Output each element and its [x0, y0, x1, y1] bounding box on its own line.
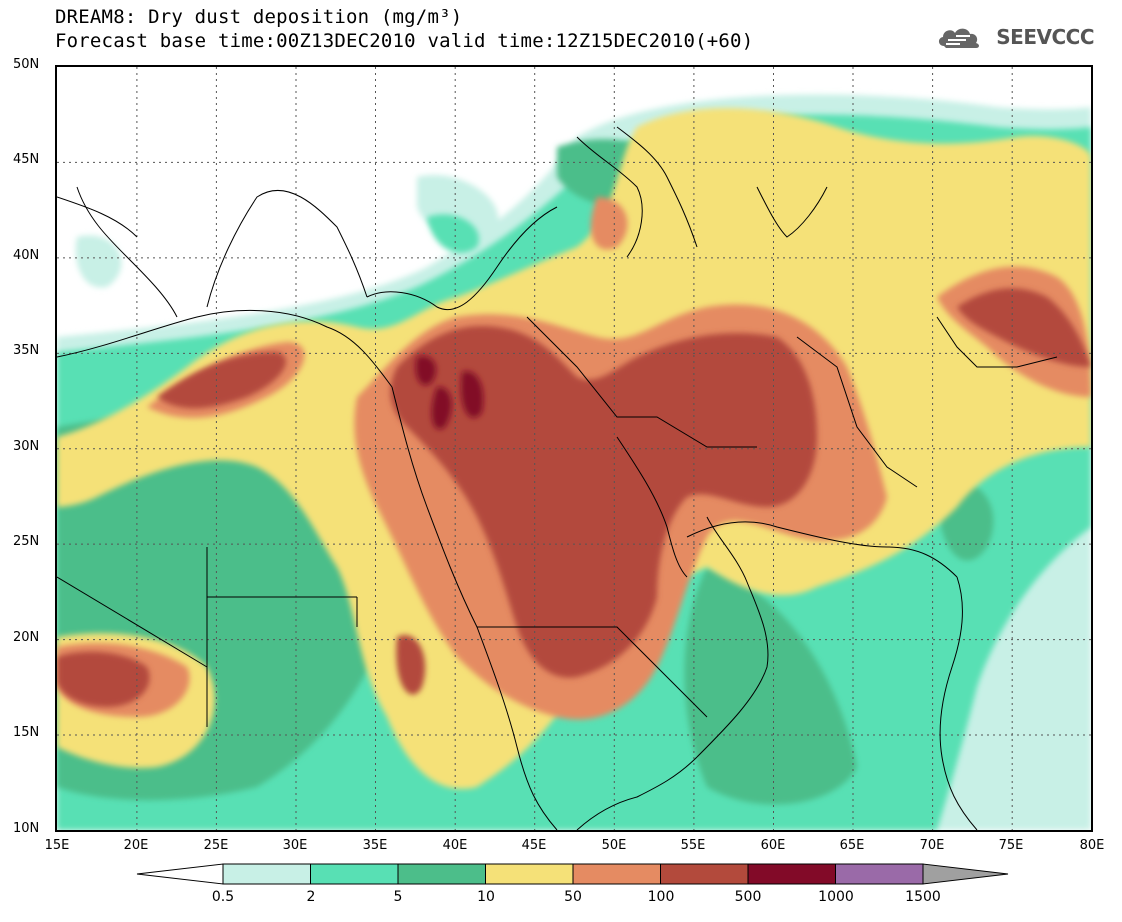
colorbar-segments [222, 863, 924, 885]
lon-label-30e: 30E [282, 838, 308, 853]
lat-label-35n: 35N [13, 343, 40, 358]
map-canvas [57, 67, 1091, 830]
colorbar-segment [485, 863, 574, 885]
colorbar-label: 1500 [905, 889, 941, 905]
colorbar-label: 0.5 [211, 889, 235, 905]
lon-label-25e: 25E [203, 838, 229, 853]
colorbar-label: 5 [393, 889, 403, 905]
lon-label-15e: 15E [44, 838, 70, 853]
graticule-grid [57, 67, 1091, 830]
colorbar-label: 100 [647, 889, 675, 905]
forecast-time-subtitle: Forecast base time:00Z13DEC2010 valid ti… [55, 30, 754, 52]
lon-label-75e: 75E [998, 838, 1024, 853]
colorbar-segment [747, 863, 836, 885]
lat-label-15n: 15N [13, 725, 40, 740]
colorbar-segment [310, 863, 399, 885]
colorbar-segment [222, 863, 311, 885]
coastlines-borders [57, 126, 1058, 830]
colorbar-segment [397, 863, 486, 885]
lon-label-70e: 70E [919, 838, 945, 853]
lat-label-45n: 45N [13, 152, 40, 167]
lon-label-65e: 65E [839, 838, 865, 853]
dust-deposition-map [55, 65, 1093, 832]
lon-label-80e: 80E [1079, 838, 1105, 853]
colorbar-label: 1000 [818, 889, 854, 905]
cloud-logo-icon [939, 28, 980, 48]
colorbar-under-triangle [136, 863, 224, 885]
dust-level-7 [415, 356, 484, 430]
lat-label-30n: 30N [13, 439, 40, 454]
colorbar-label: 500 [734, 889, 762, 905]
lat-label-50n: 50N [13, 57, 40, 72]
lon-label-45e: 45E [521, 838, 547, 853]
lon-label-50e: 50E [601, 838, 627, 853]
colorbar-label: 10 [477, 889, 495, 905]
lat-label-40n: 40N [13, 248, 40, 263]
colorbar-label: 50 [564, 889, 582, 905]
lon-label-60e: 60E [760, 838, 786, 853]
lon-label-40e: 40E [442, 838, 468, 853]
seevccc-logo: SEEVCCC [936, 24, 1094, 50]
colorbar-label: 2 [306, 889, 316, 905]
colorbar-segment [835, 863, 924, 885]
map-title: DREAM8: Dry dust deposition (mg/m³) [55, 6, 463, 28]
colorbar-segment [572, 863, 661, 885]
lat-label-20n: 20N [13, 630, 40, 645]
lon-label-55e: 55E [680, 838, 706, 853]
lon-label-20e: 20E [123, 838, 149, 853]
dust-level-6 [57, 288, 1091, 707]
colorbar-over-triangle [922, 863, 1009, 885]
lat-label-10n: 10N [13, 821, 40, 836]
logo-text: SEEVCCC [996, 25, 1094, 49]
colorbar-segment [660, 863, 749, 885]
lat-label-25n: 25N [13, 534, 40, 549]
lon-label-35e: 35E [362, 838, 388, 853]
